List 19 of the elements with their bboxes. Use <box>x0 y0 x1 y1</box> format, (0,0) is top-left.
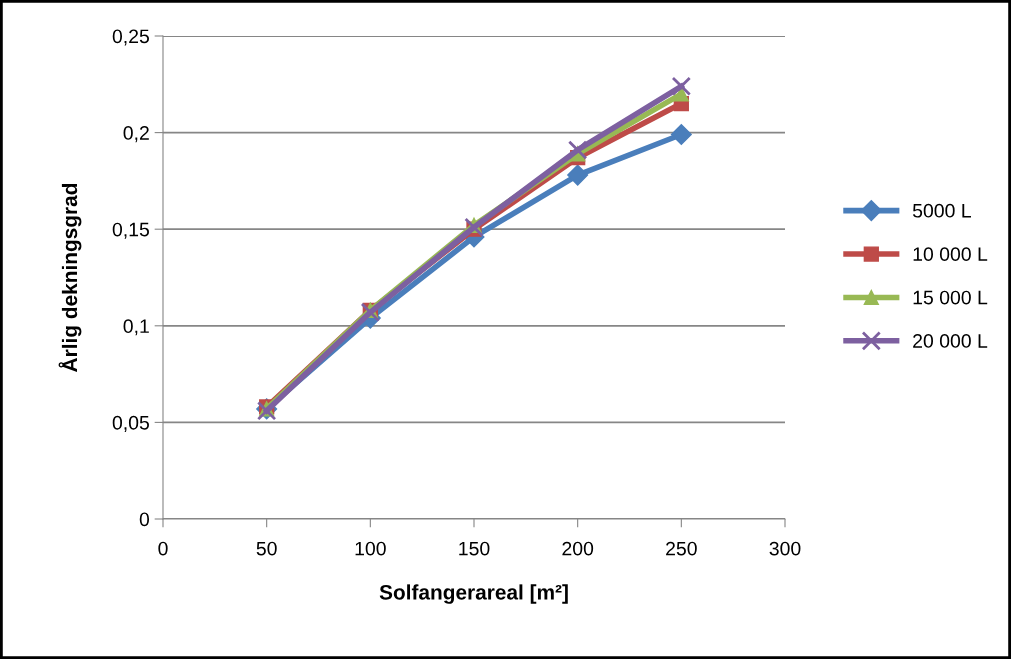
y-tick-label: 0,25 <box>112 29 149 46</box>
x-tick-label: 150 <box>459 541 490 556</box>
legend-label: 5000 L <box>912 203 971 218</box>
y-tick-label: 0 <box>139 512 150 527</box>
x-tick-label: 200 <box>562 541 594 556</box>
x-tick-label: 100 <box>355 541 386 556</box>
x-tick-label: 300 <box>769 541 801 556</box>
legend-label: 20 000 L <box>913 334 988 348</box>
y-axis-title: Årlig dekningsgrad <box>58 183 82 372</box>
y-tick-label: 0,15 <box>112 222 149 239</box>
x-tick-label: 50 <box>256 541 277 556</box>
legend-label: 15 000 L <box>913 290 988 305</box>
y-tick-label: 0,2 <box>123 126 149 143</box>
y-tick-label: 0,1 <box>123 319 149 336</box>
legend-label: 10 000 L <box>913 247 988 262</box>
y-tick-label: 0,05 <box>112 415 149 432</box>
x-tick-label: 250 <box>666 541 697 556</box>
x-tick-label: 0 <box>158 541 168 556</box>
x-axis-title: Solfangerareal [m²] <box>379 584 568 604</box>
